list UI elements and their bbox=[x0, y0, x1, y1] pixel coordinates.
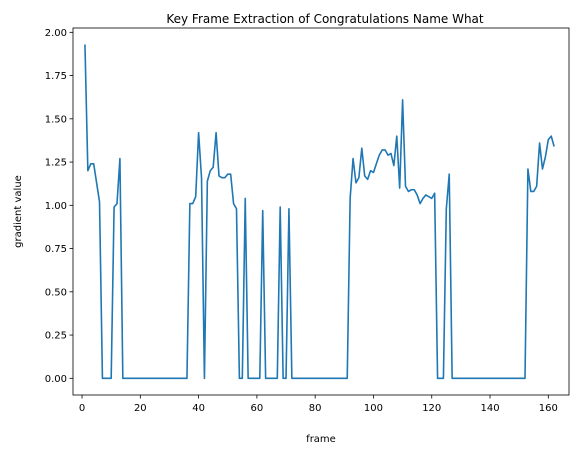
y-tick-label: 0.50 bbox=[45, 287, 67, 298]
y-tick-label: 0.25 bbox=[45, 331, 67, 342]
y-axis-ticks: 0.00 0.25 0.50 0.75 1.00 1.25 1.50 1.75 2.00 bbox=[45, 28, 73, 385]
y-axis-label: gradient value bbox=[13, 175, 24, 248]
y-tick-label: 1.00 bbox=[45, 201, 67, 212]
x-tick-label: 120 bbox=[422, 403, 441, 414]
x-tick-label: 160 bbox=[539, 403, 558, 414]
x-axis-ticks: 0 20 40 60 80 100 120 140 160 bbox=[79, 395, 558, 414]
x-tick-label: 80 bbox=[309, 403, 322, 414]
y-tick-label: 0.75 bbox=[45, 244, 67, 255]
x-tick-label: 20 bbox=[134, 403, 147, 414]
y-tick-label: 2.00 bbox=[45, 28, 67, 39]
chart-title: Key Frame Extraction of Congratulations … bbox=[166, 12, 484, 26]
plot-area: 0 20 40 60 80 100 120 140 160 0.00 0.25 0.50 0.75 1.… bbox=[45, 27, 570, 414]
x-tick-label: 60 bbox=[251, 403, 264, 414]
y-tick-label: 1.75 bbox=[45, 71, 67, 82]
x-axis-label: frame bbox=[306, 434, 336, 445]
plot-frame bbox=[72, 27, 570, 396]
y-tick-label: 0.00 bbox=[45, 374, 67, 385]
y-tick-label: 1.50 bbox=[45, 114, 67, 125]
y-tick-label: 1.25 bbox=[45, 158, 67, 169]
series-group bbox=[84, 44, 555, 380]
x-tick-label: 140 bbox=[480, 403, 499, 414]
x-tick-label: 100 bbox=[364, 403, 383, 414]
series-line bbox=[84, 44, 555, 380]
x-tick-label: 40 bbox=[192, 403, 205, 414]
x-tick-label: 0 bbox=[79, 403, 85, 414]
